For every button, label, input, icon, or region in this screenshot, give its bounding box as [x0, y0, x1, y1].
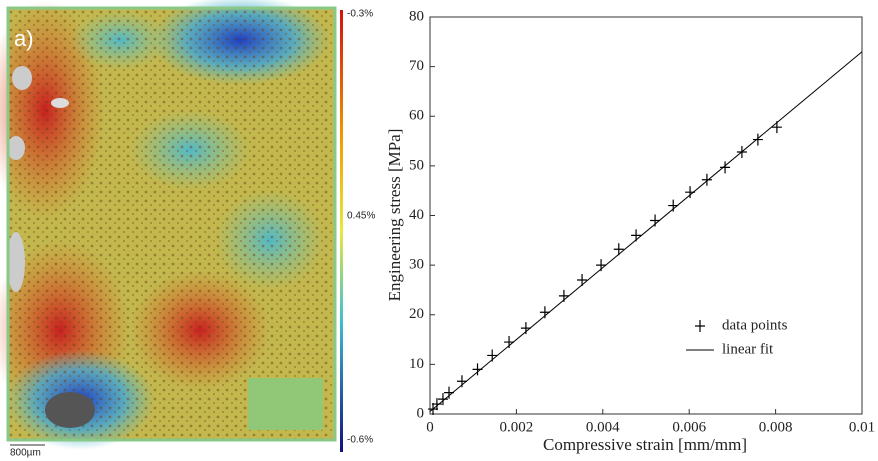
- x-tick-label: 0.002: [500, 419, 534, 435]
- y-tick-label: 60: [409, 108, 424, 124]
- data-point: [613, 243, 624, 256]
- y-tick-label: 20: [409, 306, 424, 322]
- y-tick-label: 10: [409, 356, 424, 372]
- y-tick-label: 50: [409, 157, 424, 173]
- data-point: [752, 133, 763, 146]
- y-tick-label: 0: [417, 405, 425, 421]
- colorbar-label: 0.45%: [347, 211, 375, 222]
- data-point: [701, 173, 712, 186]
- legend-marker: [695, 320, 705, 332]
- colorbar-label: -0.3%: [347, 9, 373, 20]
- data-point: [720, 161, 731, 174]
- plot-frame: [429, 16, 863, 415]
- panel-label: a): [14, 26, 34, 51]
- x-tick-label: 0.008: [759, 419, 793, 435]
- data-point: [577, 274, 588, 287]
- y-tick-label: 70: [409, 58, 424, 74]
- colorbar-label: -0.6%: [347, 435, 373, 446]
- colorbar: [340, 10, 343, 452]
- data-point: [431, 398, 442, 411]
- x-axis-label: Compressive strain [mm/mm]: [543, 435, 747, 454]
- data-point: [437, 393, 448, 406]
- legend-label: linear fit: [722, 341, 774, 357]
- fit-line: [429, 51, 863, 412]
- y-tick-label: 40: [409, 207, 424, 223]
- x-tick-label: 0: [426, 419, 434, 435]
- x-tick-label: 0.006: [672, 419, 706, 435]
- y-tick-label: 80: [409, 8, 424, 24]
- y-tick-label: 30: [409, 257, 424, 273]
- strain-map: [0, 0, 337, 450]
- x-tick-label: 0.004: [586, 419, 620, 435]
- x-tick-label: 0.01: [849, 419, 875, 435]
- y-axis-label: Engineering stress [MPa]: [385, 129, 404, 302]
- legend-label: data points: [722, 317, 788, 333]
- scale-bar-label: 800µm: [10, 448, 41, 459]
